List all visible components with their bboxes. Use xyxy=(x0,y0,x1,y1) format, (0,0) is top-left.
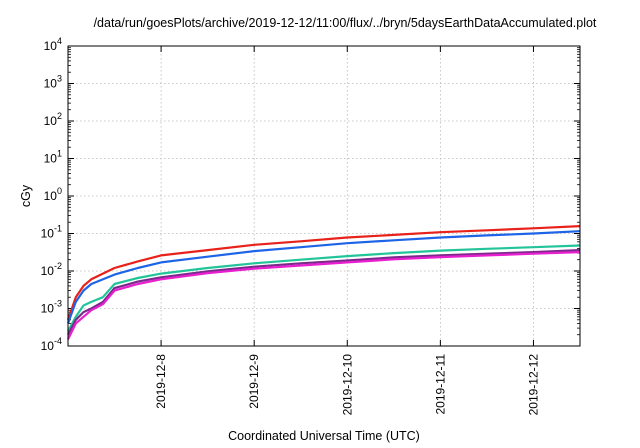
grid xyxy=(68,46,580,346)
y-tick-exponent: 2 xyxy=(57,111,62,121)
y-tick-exponent: 0 xyxy=(57,186,62,196)
y-axis-label: cGy xyxy=(19,184,33,207)
y-tick-label: 10-4 xyxy=(41,336,62,353)
y-tick-label: 101 xyxy=(44,149,62,166)
series-line-5 xyxy=(67,251,581,340)
y-tick-exponent: 3 xyxy=(57,74,62,84)
y-tick-exponent: -1 xyxy=(54,224,62,234)
series-line-3 xyxy=(67,244,581,332)
y-tick-label: 10-2 xyxy=(41,261,62,278)
y-tick-label: 103 xyxy=(44,74,62,91)
y-tick-exponent: 1 xyxy=(57,149,62,159)
series-line-2 xyxy=(66,230,581,324)
y-tick-label: 10-1 xyxy=(41,224,62,241)
x-axis-label: Coordinated Universal Time (UTC) xyxy=(228,429,420,443)
x-tick-label: 2019-12-12 xyxy=(526,354,540,416)
series-line-1 xyxy=(66,225,581,321)
x-tick-label: 2019-12-10 xyxy=(340,354,354,416)
y-tick-label: 100 xyxy=(44,186,62,203)
y-tick-exponent: 4 xyxy=(57,36,62,46)
y-tick-exponent: -4 xyxy=(54,336,62,346)
x-tick-label: 2019-12-8 xyxy=(154,354,168,409)
y-tick-exponent: -3 xyxy=(54,299,62,309)
plot-series xyxy=(66,225,581,340)
x-tick-label: 2019-12-9 xyxy=(247,354,261,409)
y-tick-exponent: -2 xyxy=(54,261,62,271)
chart-title: /data/run/goesPlots/archive/2019-12-12/1… xyxy=(94,16,597,30)
y-tick-label: 10-3 xyxy=(41,299,62,316)
x-tick-label: 2019-12-11 xyxy=(433,354,447,415)
plot-frame xyxy=(67,45,581,347)
y-tick-label: 104 xyxy=(44,36,62,53)
series-line-4 xyxy=(67,249,581,336)
y-tick-label: 102 xyxy=(44,111,62,128)
x-axis: 2019-12-8 2019-12-9 2019-12-10 2019-12-11 20… xyxy=(154,46,540,415)
